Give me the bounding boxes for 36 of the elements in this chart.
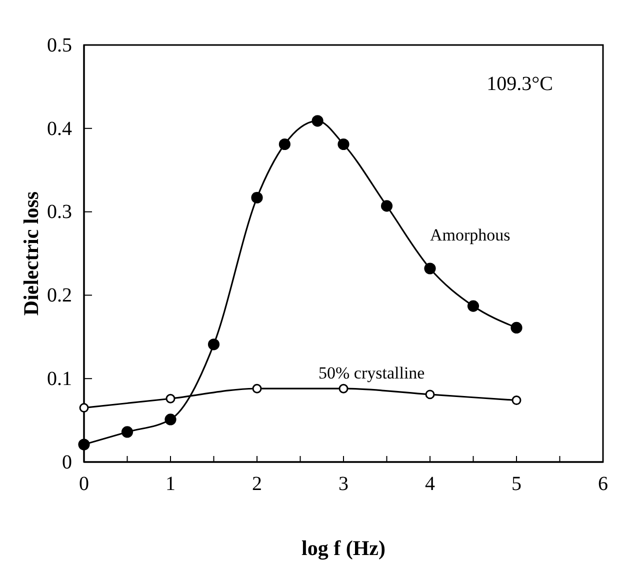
y-tick-label: 0.2 — [47, 284, 72, 307]
point — [338, 138, 350, 150]
series-label: Amorphous — [430, 226, 510, 245]
x-tick-label: 2 — [252, 473, 262, 496]
point — [208, 338, 220, 350]
point — [78, 438, 90, 450]
y-tick-label: 0.1 — [47, 368, 72, 390]
point — [424, 262, 436, 274]
point — [278, 138, 290, 150]
point — [510, 322, 522, 334]
y-tick-label: 0.3 — [47, 201, 72, 224]
annotation: 109.3°C — [486, 73, 553, 95]
x-tick-label: 5 — [512, 473, 522, 496]
series-label: 50% crystalline — [318, 364, 425, 383]
point — [252, 384, 262, 394]
y-tick-label: 0 — [62, 451, 72, 474]
x-tick-label: 6 — [598, 473, 608, 496]
x-tick-label: 1 — [166, 473, 176, 496]
point — [338, 384, 348, 394]
x-tick-label: 0 — [79, 473, 89, 496]
x-axis-title: log f (Hz) — [302, 536, 386, 560]
point — [166, 394, 176, 404]
y-tick-label: 0.5 — [47, 34, 72, 56]
point — [164, 414, 176, 426]
point — [121, 426, 134, 438]
point — [512, 396, 522, 406]
y-tick-label: 0.4 — [47, 118, 72, 140]
x-tick-label: 3 — [338, 473, 348, 496]
point — [251, 192, 263, 204]
point — [312, 115, 324, 127]
point — [425, 390, 435, 400]
point — [79, 403, 89, 413]
point — [380, 200, 393, 212]
x-tick-label: 4 — [425, 473, 435, 496]
point — [467, 300, 480, 312]
y-axis-title: Dielectric loss — [19, 191, 43, 316]
